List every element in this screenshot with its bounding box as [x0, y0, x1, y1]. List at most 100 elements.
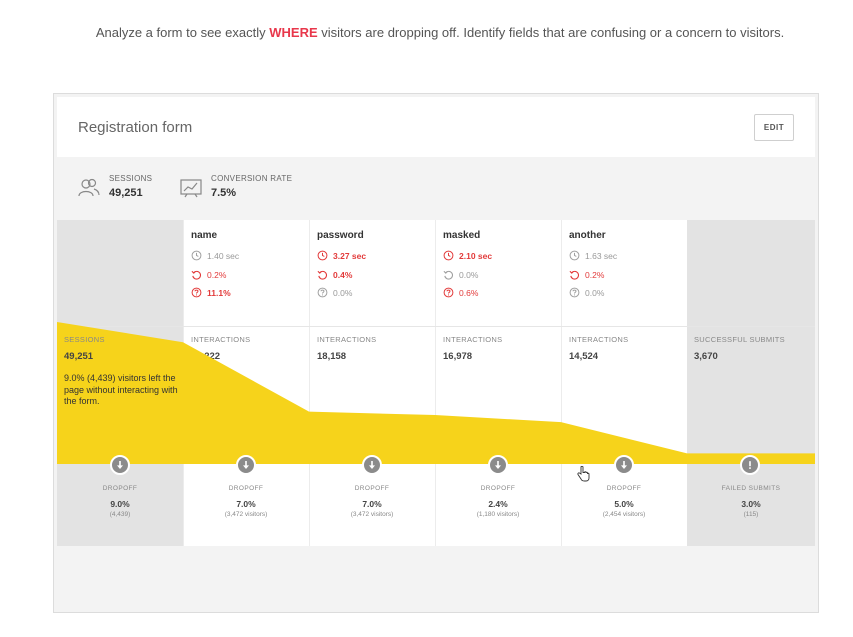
end-column — [687, 220, 815, 546]
interactions-value: 14,524 — [569, 351, 599, 362]
dropoff-value: 2.4% — [488, 499, 508, 509]
chart-icon — [180, 179, 202, 198]
question-icon — [569, 287, 585, 298]
field-name: password — [317, 230, 364, 241]
field-name: another — [569, 230, 606, 241]
dropoff-detail: (1,180 visitors) — [476, 511, 520, 518]
clock-icon — [569, 250, 585, 261]
field-blank-metric: 11.1% — [191, 287, 231, 298]
refill-icon — [443, 269, 459, 280]
refill-icon — [317, 269, 333, 280]
clock-icon — [191, 250, 207, 261]
conversion-label: CONVERSION RATE — [211, 174, 293, 183]
form-analytics-card: Registration form EDIT SESSIONS 49,251 C… — [53, 93, 819, 613]
field-column-password[interactable]: password 3.27 sec 0.4% 0.0% INTERACTIONS… — [309, 220, 435, 546]
intro-before: Analyze a form to see exactly — [95, 25, 270, 40]
field-time-metric: 1.63 sec — [569, 250, 617, 261]
clock-icon — [317, 250, 333, 261]
card-header: Registration form EDIT — [57, 97, 815, 157]
dropoff-label: DROPOFF — [354, 485, 390, 492]
interactions-value: 18,158 — [317, 351, 347, 362]
dropoff-detail: (4,439) — [109, 511, 131, 518]
dropoff-arrow-icon[interactable] — [488, 455, 508, 475]
interactions-label: INTERACTIONS — [443, 335, 503, 344]
form-title: Registration form — [78, 119, 193, 136]
field-name: masked — [443, 230, 481, 241]
field-blank-metric: 0.0% — [317, 287, 352, 298]
field-refill-metric: 0.2% — [569, 269, 604, 280]
sessions-label: SESSIONS — [109, 174, 153, 183]
field-refill: 0.4% — [333, 269, 353, 280]
dropoff-arrow-icon[interactable] — [236, 455, 256, 475]
field-refill-metric: 0.2% — [191, 269, 226, 280]
successful-submits-label: SUCCESSFUL SUBMITS — [694, 335, 785, 344]
dropoff-label: DROPOFF — [480, 485, 516, 492]
question-icon — [317, 287, 333, 298]
question-icon — [443, 287, 459, 298]
dropoff-detail: (2,454 visitors) — [602, 511, 646, 518]
field-blank: 0.0% — [333, 287, 353, 298]
dropoff-value: 7.0% — [362, 499, 382, 509]
sessions-stat: SESSIONS 49,251 — [109, 174, 152, 199]
field-column-another[interactable]: another 1.63 sec 0.2% 0.0% INTERACTIONS … — [561, 220, 687, 546]
dropoff-arrow-icon[interactable] — [110, 455, 130, 475]
conversion-value: 7.5% — [211, 187, 237, 199]
start-sessions-value: 49,251 — [64, 351, 94, 362]
dropoff-label: DROPOFF — [228, 485, 264, 492]
field-time: 3.27 sec — [333, 250, 367, 261]
field-blank: 0.0% — [585, 287, 605, 298]
successful-submits-value: 3,670 — [694, 351, 718, 362]
dropoff-detail: (115) — [743, 511, 759, 518]
field-blank: 0.6% — [459, 287, 479, 298]
interactions-label: INTERACTIONS — [317, 335, 377, 344]
field-blank-metric: 0.0% — [569, 287, 604, 298]
hand-cursor-icon — [577, 466, 590, 482]
field-blank: 11.1% — [207, 287, 231, 298]
start-note: 9.0% (4,439) visitors left the page with… — [64, 373, 178, 406]
field-time-metric: 3.27 sec — [317, 250, 366, 261]
dropoff-arrow-icon[interactable] — [614, 455, 634, 475]
dropoff-label: DROPOFF — [102, 485, 138, 492]
dropoff-label: DROPOFF — [606, 485, 642, 492]
dropoff-value: 7.0% — [236, 499, 256, 509]
dropoff-value: 5.0% — [614, 499, 634, 509]
clock-icon — [443, 250, 459, 261]
field-column-masked[interactable]: masked 2.10 sec 0.0% 0.6% INTERACTIONS 1… — [435, 220, 561, 546]
field-time: 2.10 sec — [459, 250, 493, 261]
refill-icon — [569, 269, 585, 280]
field-refill: 0.2% — [207, 269, 227, 280]
intro-text: Analyze a form to see exactly WHERE visi… — [60, 24, 820, 41]
field-time: 1.63 sec — [585, 250, 618, 261]
field-time-metric: 2.10 sec — [443, 250, 492, 261]
dropoff-arrow-icon[interactable] — [362, 455, 382, 475]
field-time-metric: 1.40 sec — [191, 250, 239, 261]
question-icon — [191, 287, 207, 298]
interactions-label: INTERACTIONS — [569, 335, 629, 344]
interactions-label: INTERACTIONS — [191, 335, 251, 344]
dropoff-detail: (3,472 visitors) — [224, 511, 268, 518]
funnel-shape — [57, 322, 815, 464]
dropoff-detail: (3,472 visitors) — [350, 511, 394, 518]
dropoff-value: 9.0% — [110, 499, 130, 509]
field-time: 1.40 sec — [207, 250, 240, 261]
interactions-value: 16,978 — [443, 351, 473, 362]
failed-submits-icon[interactable] — [740, 455, 760, 475]
funnel-area: name 1.40 sec 0.2% 11.1% INTERACTIONS 42… — [57, 220, 815, 546]
edit-button[interactable]: EDIT — [754, 114, 794, 141]
dropoff-value: 3.0% — [741, 499, 761, 509]
conversion-stat: CONVERSION RATE 7.5% — [211, 174, 292, 199]
field-refill: 0.0% — [459, 269, 479, 280]
users-icon — [78, 178, 100, 197]
field-name: name — [191, 230, 218, 241]
field-blank-metric: 0.6% — [443, 287, 478, 298]
field-refill-metric: 0.0% — [443, 269, 478, 280]
intro-highlight: WHERE — [269, 25, 318, 40]
dropoff-label: FAILED SUBMITS — [721, 485, 781, 492]
start-sessions-label: SESSIONS — [64, 335, 105, 344]
field-refill: 0.2% — [585, 269, 605, 280]
sessions-value: 49,251 — [109, 187, 143, 199]
divider — [57, 326, 815, 327]
intro-after: visitors are dropping off. Identify fiel… — [317, 25, 785, 40]
refill-icon — [191, 269, 207, 280]
funnel-chart — [57, 322, 815, 464]
